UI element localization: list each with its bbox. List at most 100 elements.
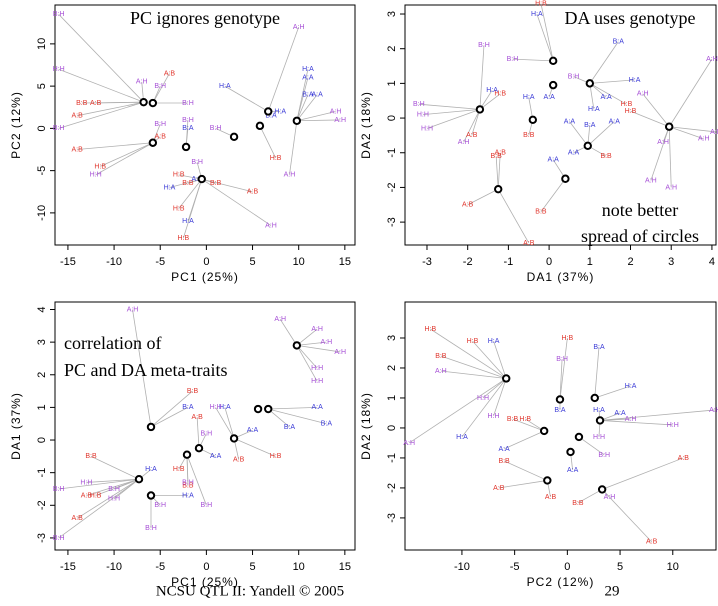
y-tick-label: 10 — [36, 38, 48, 50]
link-line — [186, 454, 207, 506]
link-line — [578, 436, 605, 456]
x-axis-label: PC1 (25%) — [171, 270, 239, 284]
link-line — [422, 108, 480, 115]
link-line — [503, 460, 548, 481]
point-label: B:H — [53, 11, 65, 18]
point-label: H:B — [270, 155, 282, 162]
point-label: B:B — [210, 180, 222, 187]
link-line — [418, 103, 480, 110]
y-axis-label: PC2 (12%) — [9, 91, 23, 159]
plot-frame — [54, 4, 356, 246]
point-label: B:H — [507, 56, 519, 63]
link-line — [215, 407, 235, 439]
x-axis-label: DA1 (37%) — [527, 270, 595, 284]
link-line — [113, 478, 140, 500]
y-tick-label: 0 — [386, 425, 398, 431]
link-line — [296, 345, 341, 353]
y-tick-label: 0 — [36, 125, 48, 131]
link-line — [512, 418, 545, 432]
point-label: A:H — [604, 494, 616, 501]
links — [58, 309, 341, 539]
annotation: PC and DA meta-traits — [64, 360, 227, 380]
point-label: A:H — [709, 407, 718, 414]
point-label: B:B — [85, 453, 97, 460]
y-tick-label: -2 — [386, 183, 398, 193]
centroid — [566, 447, 575, 457]
y-tick-label: -2 — [36, 500, 48, 510]
point-label: A:A — [567, 467, 579, 474]
links — [408, 328, 715, 543]
link-line — [268, 407, 318, 410]
centroid — [475, 105, 485, 114]
link-line — [187, 178, 203, 222]
x-tick-label: 2 — [627, 256, 633, 268]
link-line — [186, 454, 189, 483]
point-label: A:H — [665, 184, 677, 191]
link-line — [498, 480, 548, 489]
centroid — [264, 404, 273, 414]
link-line — [201, 178, 253, 193]
link-line — [430, 328, 507, 379]
point-label: A:H — [136, 79, 148, 86]
plot-frame — [54, 301, 356, 551]
point-label: A:B — [72, 113, 84, 120]
point-label: H:H — [90, 172, 102, 179]
centroid — [181, 142, 191, 152]
y-tick-label: -3 — [386, 217, 398, 227]
link-line — [461, 378, 507, 438]
y-tick-label: 3 — [386, 335, 398, 341]
link-line — [77, 142, 153, 150]
point-label: A:B — [192, 414, 204, 421]
point-label: H:A — [593, 407, 605, 414]
point-label: B:H — [182, 479, 194, 486]
centroid — [548, 56, 558, 66]
x-tick-label: -5 — [510, 561, 520, 573]
point-label: B:H — [413, 101, 425, 108]
point-label: B:B — [182, 180, 194, 187]
point-label: B:A — [284, 424, 296, 431]
point-label: H:H — [108, 496, 120, 503]
point-label: H:B — [494, 91, 506, 98]
footer: NCSU QTL II: Yandell © 2005 — [156, 583, 344, 599]
point-label: B:B — [182, 483, 194, 490]
page-number: 29 — [605, 583, 620, 599]
link-line — [503, 430, 545, 450]
point-label: A:A — [609, 118, 621, 125]
link-line — [540, 178, 566, 212]
link-line — [296, 341, 327, 346]
point-label: A:A — [247, 427, 259, 434]
point-label: B:H — [478, 42, 490, 49]
point-label: H:H — [80, 479, 92, 486]
x-tick-label: -5 — [155, 256, 165, 268]
point-label: H:H — [477, 395, 489, 402]
point-label: H:A — [219, 404, 231, 411]
point-label: H:A — [302, 66, 314, 73]
link-line — [268, 408, 327, 425]
link-line — [296, 94, 318, 122]
centroid — [292, 341, 302, 350]
centroid — [494, 184, 503, 194]
centroid — [229, 132, 239, 142]
point-label: H:B — [177, 235, 189, 242]
x-tick-label: 5 — [249, 256, 255, 268]
point-label: A:H — [710, 129, 718, 136]
y-tick-label: -1 — [36, 468, 48, 478]
y-tick-label: 0 — [36, 437, 48, 443]
point-label: H:A — [182, 492, 194, 499]
link-line — [577, 489, 603, 504]
point-label: H:H — [417, 111, 429, 118]
point-label: A:B — [72, 146, 84, 153]
x-tick-label: -1 — [504, 256, 514, 268]
y-tick-label: 2 — [386, 365, 398, 371]
y-tick-label: -3 — [386, 513, 398, 523]
centroid — [253, 404, 263, 414]
link-line — [289, 120, 298, 175]
x-tick-label: -10 — [106, 256, 122, 268]
links — [58, 14, 341, 239]
point-label: A:A — [543, 94, 555, 101]
x-tick-label: 5 — [249, 561, 255, 573]
point-label: A:H — [706, 56, 718, 63]
centroid — [146, 422, 156, 432]
point-label: A:B — [678, 455, 690, 462]
point-label: B:H — [201, 430, 213, 437]
